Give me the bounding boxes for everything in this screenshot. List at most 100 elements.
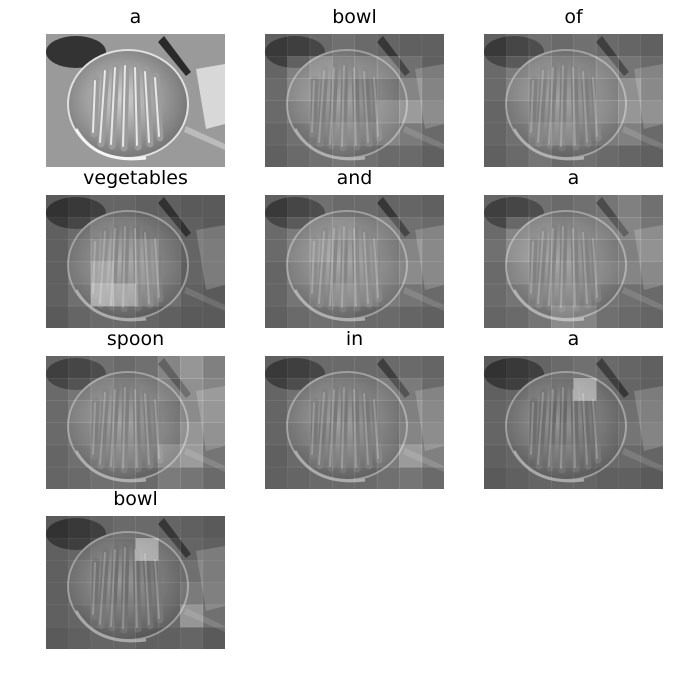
- attention-cell: [618, 400, 642, 423]
- attention-cell: [528, 305, 552, 328]
- attention-cell: [354, 400, 378, 423]
- attention-cell: [202, 305, 225, 328]
- attention-cell: [135, 422, 159, 446]
- attention-overlay-photo: [265, 195, 444, 328]
- attention-cell: [506, 466, 530, 489]
- attention-cell: [640, 195, 663, 218]
- attention-cell: [484, 56, 507, 79]
- attention-cell: [618, 122, 642, 146]
- attention-cell: [135, 217, 159, 240]
- attention-cell: [157, 239, 181, 262]
- attention-cell: [399, 305, 423, 328]
- attention-cell: [573, 195, 597, 218]
- attention-cell: [180, 516, 204, 539]
- attention-cell: [376, 444, 400, 468]
- attention-cell: [573, 378, 597, 401]
- attention-cell: [484, 400, 507, 423]
- attention-cell: [640, 56, 663, 79]
- attention-cell: [46, 516, 69, 539]
- attention-cell: [354, 34, 378, 57]
- attention-cell: [265, 466, 288, 489]
- attention-cell: [309, 56, 333, 79]
- attention-cell: [90, 378, 114, 401]
- attention-cell: [135, 283, 159, 307]
- attention-grid: [484, 356, 663, 489]
- attention-cell: [551, 78, 574, 101]
- attention-overlay-photo: [46, 356, 225, 489]
- attention-cell: [506, 261, 530, 285]
- attention-cell: [354, 195, 378, 218]
- attention-cell: [421, 100, 444, 124]
- attention-cell: [135, 560, 159, 583]
- attention-cell: [180, 466, 204, 489]
- attention-cell: [180, 305, 204, 328]
- attention-cell: [618, 56, 642, 79]
- attention-cell: [90, 195, 114, 218]
- attention-cell: [202, 195, 225, 218]
- attention-cell: [287, 78, 311, 101]
- attention-cell: [528, 466, 552, 489]
- attention-cell: [180, 261, 204, 285]
- attention-cell: [265, 100, 288, 124]
- attention-cell: [309, 217, 333, 240]
- attention-cell: [354, 466, 378, 489]
- attention-cell: [376, 466, 400, 489]
- caption-word: a: [567, 328, 580, 350]
- attention-cell: [202, 261, 225, 285]
- attention-cell: [46, 261, 69, 285]
- attention-cell: [202, 538, 225, 561]
- attention-cell: [180, 538, 204, 561]
- attention-cell: [528, 56, 552, 79]
- attention-cell: [506, 283, 530, 307]
- attention-cell: [309, 356, 333, 379]
- attention-cell: [68, 305, 92, 328]
- attention-cell: [90, 356, 114, 379]
- attention-cell: [354, 378, 378, 401]
- attention-cell: [640, 422, 663, 446]
- attention-cell: [640, 122, 663, 146]
- attention-cell: [113, 195, 136, 218]
- attention-cell: [202, 378, 225, 401]
- attention-cell: [595, 400, 619, 423]
- attention-cell: [332, 56, 355, 79]
- attention-cell: [595, 239, 619, 262]
- attention-cell: [376, 144, 400, 167]
- attention-cell: [332, 378, 355, 401]
- attention-cell: [265, 422, 288, 446]
- caption-word: of: [564, 6, 583, 28]
- attention-cell: [157, 444, 181, 468]
- attention-cell: [332, 217, 355, 240]
- attention-cell: [68, 604, 92, 628]
- attention-cell: [202, 356, 225, 379]
- attention-cell: [573, 122, 597, 146]
- attention-cell: [595, 34, 619, 57]
- attention-cell: [618, 356, 642, 379]
- attention-cell: [265, 78, 288, 101]
- attention-cell: [573, 356, 597, 379]
- attention-cell: [595, 422, 619, 446]
- attention-cell: [90, 626, 114, 649]
- attention-cell: [506, 378, 530, 401]
- attention-overlay-photo: [484, 34, 663, 167]
- attention-overlay-photo: [484, 195, 663, 328]
- attention-cell: [309, 444, 333, 468]
- attention-cell: [287, 195, 311, 218]
- attention-cell: [399, 400, 423, 423]
- attention-cell: [202, 560, 225, 583]
- attention-cell: [287, 356, 311, 379]
- attention-cell: [399, 78, 423, 101]
- attention-cell: [180, 422, 204, 446]
- attention-cell: [354, 305, 378, 328]
- attention-cell: [46, 400, 69, 423]
- attention-cell: [157, 516, 181, 539]
- attention-cell: [484, 422, 507, 446]
- attention-cell: [551, 217, 574, 240]
- attention-cell: [421, 305, 444, 328]
- attention-cell: [528, 34, 552, 57]
- attention-cell: [113, 422, 136, 446]
- attention-cell: [287, 34, 311, 57]
- attention-cell: [287, 444, 311, 468]
- attention-cell: [640, 144, 663, 167]
- attention-cell: [618, 34, 642, 57]
- attention-cell: [287, 283, 311, 307]
